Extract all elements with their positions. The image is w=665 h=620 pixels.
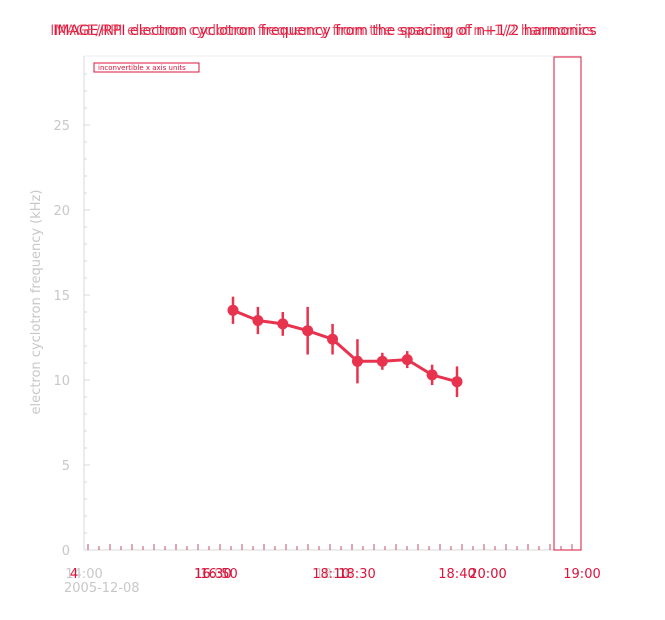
overlay-panel [553, 56, 582, 551]
data-point [401, 354, 413, 366]
chart-title: IMAGE/RPI electron cyclotron frequency f… [53, 23, 596, 39]
x-date-label: 2005-12-08 [64, 581, 140, 596]
note-box [93, 62, 200, 73]
data-point [376, 355, 388, 367]
note-text: inconvertible x axis units [98, 64, 186, 72]
y-ticks: 0 5 10 15 20 25 [53, 73, 90, 559]
y-tick-label: 5 [62, 459, 70, 474]
data-point [351, 355, 363, 367]
x-ticks [87, 544, 573, 550]
data-point [252, 315, 264, 326]
x-overlay-tick-label: 16:30 [194, 567, 231, 582]
x-tick-label: 20:00 [469, 567, 506, 582]
y-tick-label: 25 [53, 119, 70, 134]
y-tick-label: 0 [62, 544, 70, 559]
x-overlay-tick-label: 18:40 [438, 567, 475, 582]
data-point [327, 333, 339, 345]
x-tick-label: 14:00 [65, 567, 102, 582]
chart-title-overlay: IMAGE/RPI electron cyclotron frequency f… [50, 23, 593, 39]
x-overlay-tick-label: 16:50 [200, 567, 237, 582]
series-line [232, 308, 458, 384]
y-tick-label: 15 [53, 289, 70, 304]
data-point [277, 318, 289, 330]
data-point [426, 369, 438, 381]
data-point [451, 376, 463, 388]
series-layer [227, 296, 463, 397]
x-overlay-tick-label: 18:30 [338, 567, 375, 582]
x-overlay-tick-label: 19:00 [563, 567, 600, 582]
x-tick-label: 18:00 [315, 567, 352, 582]
y-tick-label: 20 [53, 204, 70, 219]
y-axis-label: electron cyclotron frequency (kHz) [29, 190, 44, 415]
x-overlay-tick-label: 20:00 [469, 567, 506, 582]
x-tick-label: 16:00 [193, 567, 230, 582]
x-overlay-tick-label: 18:10 [312, 567, 349, 582]
data-point [302, 325, 314, 337]
y-tick-label: 10 [53, 374, 70, 389]
data-point [227, 304, 239, 316]
x-overlay-tick-label: 4 [70, 567, 78, 582]
